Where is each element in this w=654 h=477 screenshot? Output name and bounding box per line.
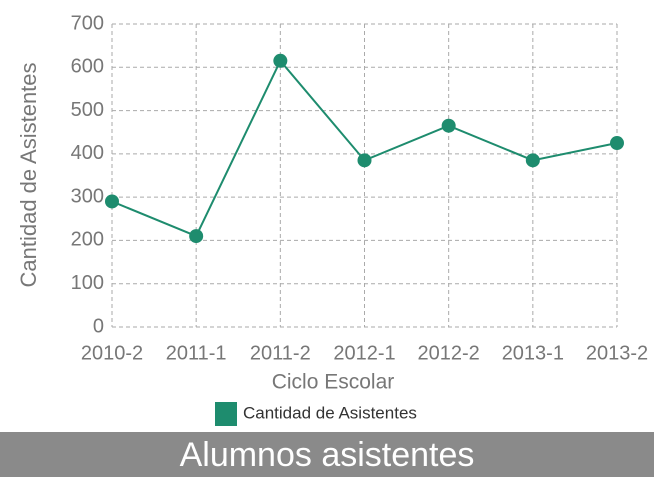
y-tick-label: 100 <box>71 272 104 294</box>
x-tick-label: 2011-2 <box>250 342 311 364</box>
data-point <box>189 229 204 244</box>
y-tick-label: 600 <box>71 56 104 78</box>
y-tick-label: 400 <box>71 142 104 164</box>
legend-label: Cantidad de Asistentes <box>243 403 417 422</box>
x-tick-label: 2011-1 <box>166 342 227 364</box>
y-axis-label: Cantidad de Asistentes <box>16 62 41 287</box>
data-point <box>441 118 456 133</box>
y-tick-label: 0 <box>93 315 104 337</box>
x-tick-label: 2010-2 <box>81 342 143 364</box>
y-tick-label: 300 <box>71 185 104 207</box>
x-tick-label: 2013-1 <box>502 342 564 364</box>
x-tick-label: 2013-2 <box>586 342 648 364</box>
title-bar <box>0 432 654 477</box>
data-point <box>273 53 288 68</box>
legend-swatch <box>215 402 237 426</box>
y-tick-label: 500 <box>71 99 104 121</box>
data-point <box>610 136 624 151</box>
x-tick-label: 2012-1 <box>333 342 395 364</box>
y-tick-label: 200 <box>71 229 104 251</box>
data-point <box>105 194 119 209</box>
x-axis-label: Ciclo Escolar <box>272 371 395 394</box>
chart-title: Alumnos asistentes <box>180 436 475 474</box>
y-tick-label: 700 <box>71 12 104 34</box>
data-point <box>525 153 540 168</box>
data-point <box>357 153 372 168</box>
x-tick-label: 2012-2 <box>418 342 480 364</box>
